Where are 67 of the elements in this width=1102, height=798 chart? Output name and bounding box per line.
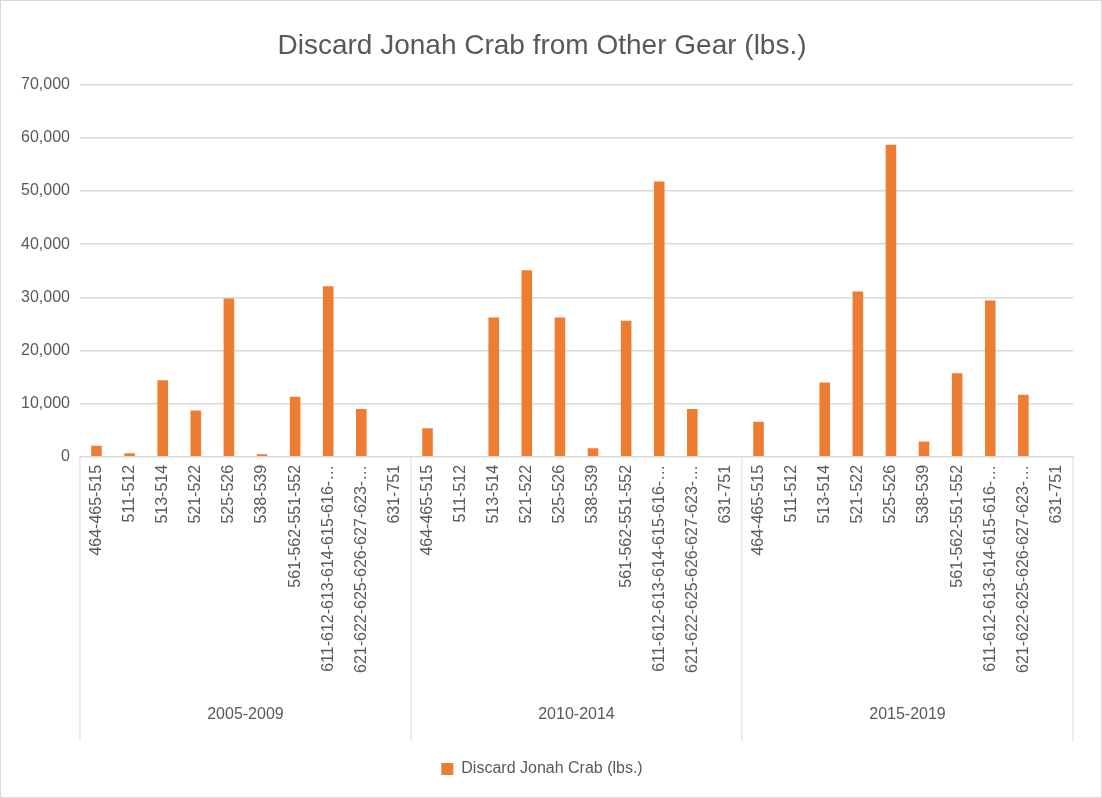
x-tick-label: 521-522 (186, 464, 204, 524)
bar (190, 410, 202, 457)
bar (554, 317, 566, 457)
text: 2010-2014 (538, 705, 615, 723)
y-tick-label: 10,000 (21, 394, 71, 412)
bar (356, 409, 367, 457)
y-tick-label: 20,000 (21, 340, 71, 358)
bar (1018, 394, 1029, 457)
x-tick-label: 621-622-625-626-627-623-… (351, 464, 369, 673)
y-tick-label: 50,000 (21, 181, 71, 199)
x-tick-label: 511-512 (451, 464, 469, 523)
x-tick-label: 538-539 (252, 464, 270, 524)
bar (223, 298, 235, 457)
bar (951, 373, 963, 457)
x-tick-label: 611-612-613-614-615-616-… (318, 464, 336, 672)
bar (521, 270, 533, 457)
bar (885, 144, 897, 457)
x-tick-label: 631-751 (715, 464, 733, 524)
x-tick-label: 561-562-551-552 (616, 464, 634, 588)
x-tick-label: 511-512 (120, 464, 137, 523)
x-tick-label: 561-562-551-552 (285, 464, 303, 588)
bar (918, 441, 930, 457)
x-tick-label: 621-622-625-626-627-623-… (1013, 464, 1031, 673)
bar (488, 317, 500, 457)
x-tick-label: 631-751 (1046, 464, 1064, 524)
bar (587, 448, 599, 457)
y-tick-label: 70,000 (21, 75, 71, 93)
bar (157, 380, 168, 457)
legend-label: Discard Jonah Crab (lbs.) (461, 759, 643, 777)
x-tick-label: 525-526 (550, 464, 568, 524)
y-tick-label: 60,000 (21, 128, 71, 146)
x-tick-label: 513-514 (484, 464, 502, 524)
y-tick-label: 30,000 (21, 287, 71, 305)
bar (984, 300, 996, 457)
bar (422, 428, 433, 457)
x-tick-label: 561-562-551-552 (947, 464, 965, 588)
bar (91, 445, 102, 457)
x-tick-label: 621-622-625-626-627-623-… (682, 464, 700, 673)
x-tick-label: 538-539 (914, 464, 932, 524)
bar (289, 396, 301, 457)
x-tick-label: 464-465-515 (748, 464, 766, 556)
bar (819, 382, 831, 457)
y-tick-label: 40,000 (21, 234, 71, 252)
text: 2015-2019 (869, 705, 946, 723)
x-tick-label: 511-512 (782, 464, 800, 523)
x-tick-label: 464-465-515 (417, 464, 435, 556)
x-tick-label: 611-612-613-614-615-616-… (649, 464, 667, 672)
bar (620, 320, 632, 457)
bar (852, 291, 864, 457)
x-tick-label: 538-539 (583, 464, 601, 524)
chart-title: Discard Jonah Crab from Other Gear (lbs.) (277, 28, 807, 60)
bar (322, 286, 334, 457)
x-tick-label: 464-465-515 (86, 464, 104, 556)
x-tick-label: 631-751 (384, 464, 402, 524)
bar (687, 409, 698, 457)
x-tick-label: 525-526 (881, 464, 899, 524)
bar (124, 453, 135, 457)
x-tick-label: 521-522 (848, 464, 866, 524)
x-tick-label: 513-514 (153, 464, 171, 524)
text: 2005-2009 (207, 705, 284, 723)
x-tick-label: 513-514 (815, 464, 833, 524)
bar (753, 421, 764, 457)
bar (653, 181, 665, 457)
x-tick-label: 525-526 (219, 464, 237, 524)
y-tick-label: 0 (61, 447, 71, 465)
x-tick-label: 611-612-613-614-615-616-… (980, 464, 998, 672)
x-tick-label: 521-522 (517, 464, 535, 524)
